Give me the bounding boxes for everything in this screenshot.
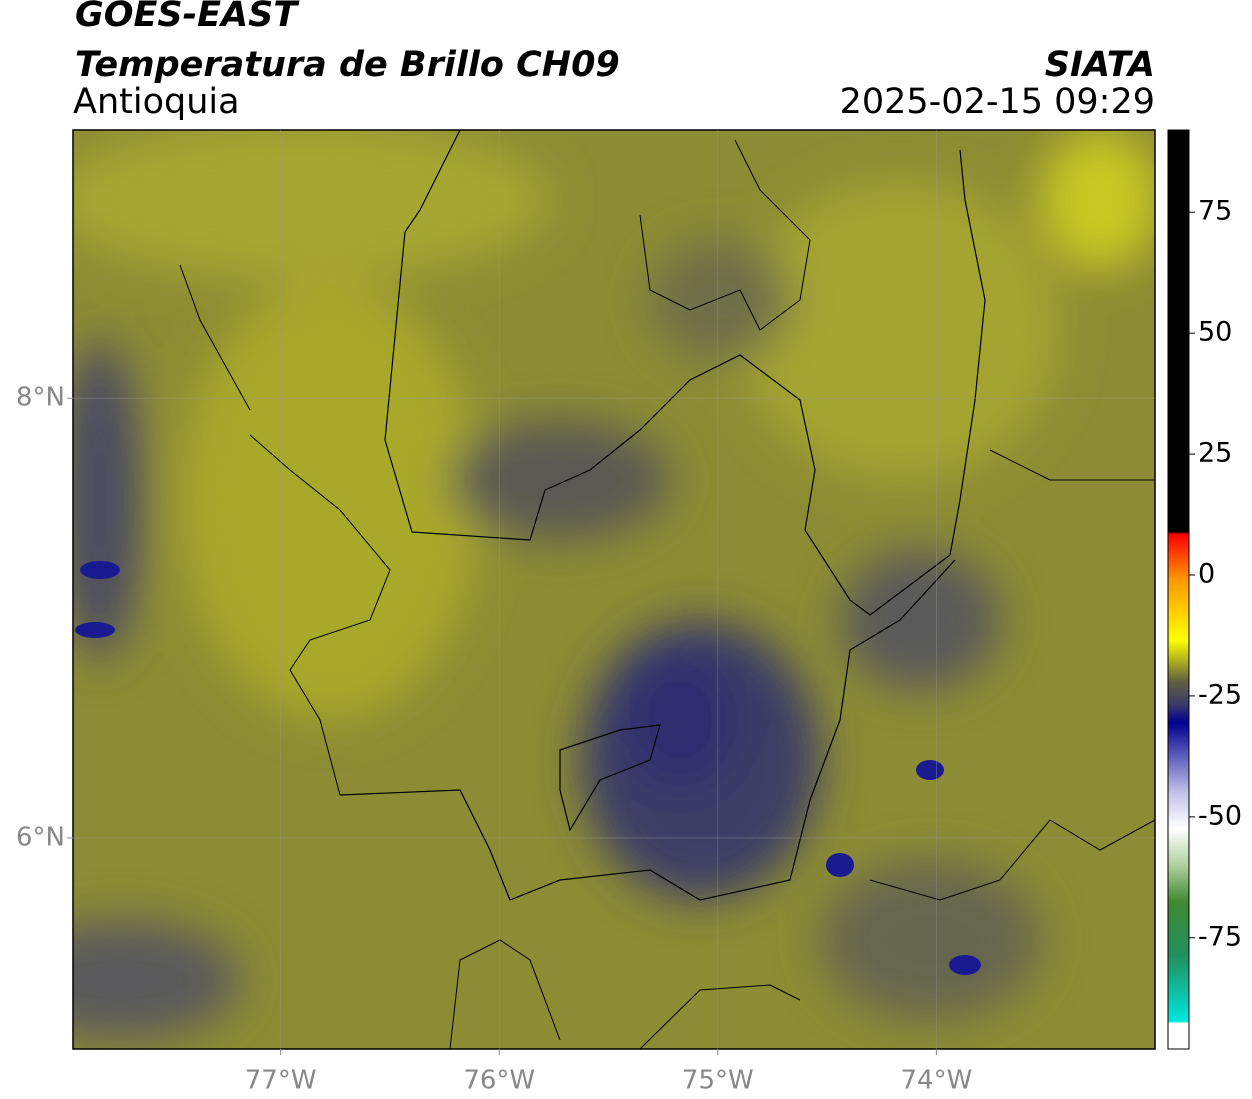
map-frame xyxy=(72,129,1156,1050)
colorbar-tick-label: 75 xyxy=(1198,196,1232,227)
region: Antioquia xyxy=(73,82,240,122)
colorbar xyxy=(1167,129,1190,1050)
colorbar-tick-label: -75 xyxy=(1198,921,1242,952)
lon-tick-label: 74°W xyxy=(901,1066,973,1096)
satellite-image xyxy=(73,130,1155,1049)
colorbar-tick-label: 25 xyxy=(1198,438,1232,469)
colorbar-tick-label: 50 xyxy=(1198,317,1232,348)
subtitle: Temperatura de Brillo CH09 xyxy=(75,45,620,85)
lon-tick-label: 76°W xyxy=(463,1066,535,1096)
lon-tick-label: 77°W xyxy=(245,1066,317,1096)
colorbar-tick-label: 0 xyxy=(1198,558,1215,589)
lon-tick-label: 75°W xyxy=(682,1066,754,1096)
lat-tick-label: 8°N xyxy=(16,383,65,413)
agency: SIATA xyxy=(1045,45,1155,85)
title: GOES-EAST xyxy=(75,0,300,35)
colorbar-tick-label: -25 xyxy=(1198,679,1242,710)
lat-tick-label: 6°N xyxy=(16,822,65,852)
datetime: 2025-02-15 09:29 xyxy=(840,82,1155,122)
colorbar-tick-label: -50 xyxy=(1198,800,1242,831)
